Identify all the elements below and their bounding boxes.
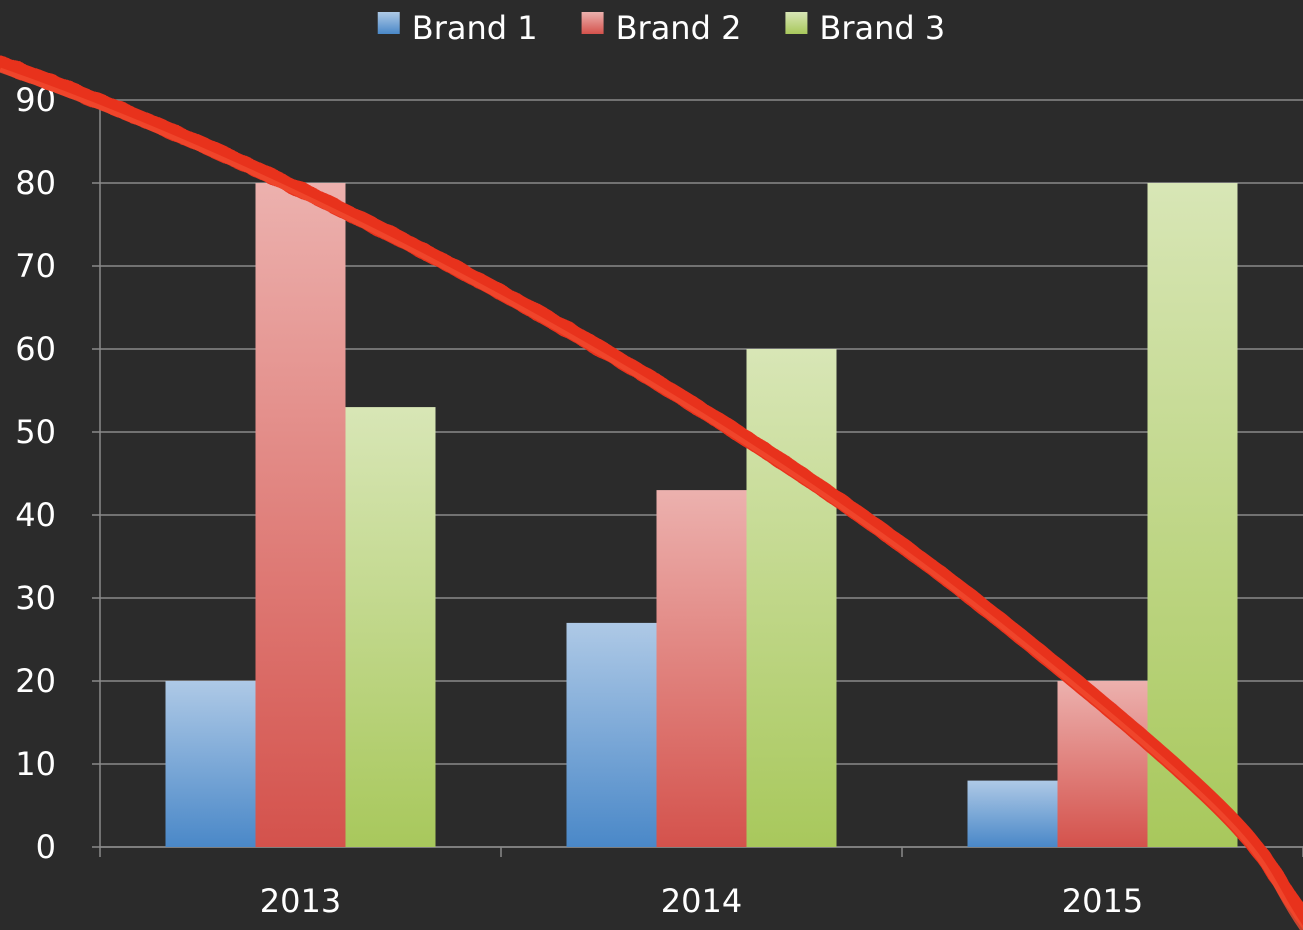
- y-tick-label: 50: [15, 413, 56, 451]
- bar: [256, 183, 346, 847]
- bar: [968, 781, 1058, 847]
- bar: [346, 407, 436, 847]
- legend-label: Brand 2: [616, 9, 742, 47]
- y-tick-label: 20: [15, 662, 56, 700]
- y-tick-label: 30: [15, 579, 56, 617]
- legend: Brand 1 Brand 2 Brand 3: [378, 9, 946, 47]
- legend-label: Brand 1: [412, 9, 538, 47]
- legend-swatch: [785, 12, 807, 34]
- bar: [166, 681, 256, 847]
- legend-label: Brand 3: [819, 9, 945, 47]
- legend-swatch: [582, 12, 604, 34]
- bar: [747, 349, 837, 847]
- x-tick-label: 2015: [1062, 882, 1143, 920]
- y-tick-label: 40: [15, 496, 56, 534]
- chart: 0102030405060708090201320142015 Brand 1B…: [0, 0, 1303, 930]
- legend-swatch: [378, 12, 400, 34]
- y-tick-label: 0: [36, 828, 56, 866]
- y-tick-label: 10: [15, 745, 56, 783]
- y-tick-label: 80: [15, 164, 56, 202]
- bar: [567, 623, 657, 847]
- x-tick-label: 2014: [661, 882, 742, 920]
- y-tick-label: 60: [15, 330, 56, 368]
- bar: [657, 490, 747, 847]
- x-tick-label: 2013: [260, 882, 341, 920]
- y-tick-label: 70: [15, 247, 56, 285]
